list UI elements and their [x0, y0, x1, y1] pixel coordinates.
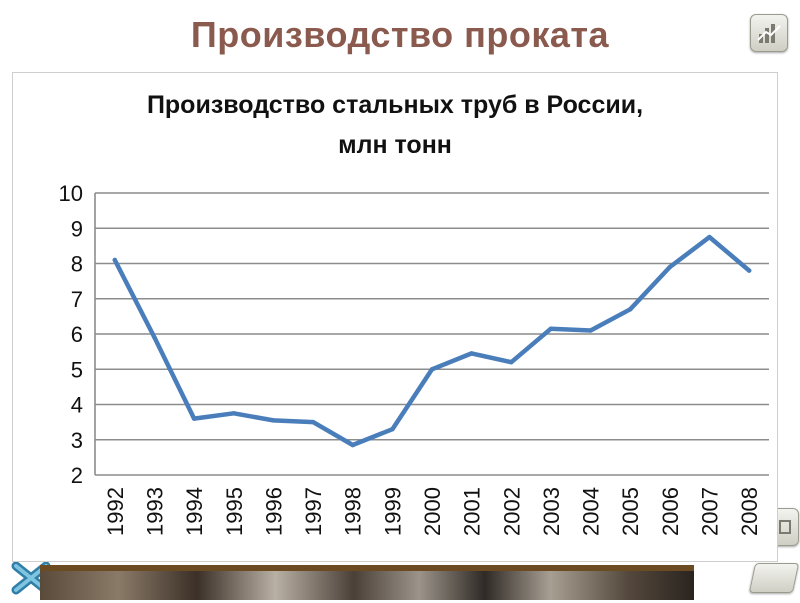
- x-tick-label: 1992: [103, 487, 128, 536]
- data-point: [271, 418, 276, 423]
- series-line: [112, 234, 752, 448]
- y-axis: 2 3 4 5 6 7 8 9 10: [59, 181, 96, 488]
- data-point: [191, 416, 197, 421]
- data-point: [429, 367, 435, 372]
- y-tick-label: 7: [71, 287, 83, 312]
- chart-panel: Производство стальных труб в России, млн…: [12, 72, 778, 562]
- x-tick-label: 2004: [579, 487, 604, 536]
- y-tick-label: 2: [71, 463, 83, 488]
- data-point: [152, 335, 157, 340]
- x-tick-label: 1998: [341, 487, 366, 536]
- x-tick-label: 2001: [460, 487, 485, 536]
- data-point: [628, 307, 633, 312]
- data-point: [310, 419, 316, 425]
- x-tick-label: 2005: [618, 487, 643, 536]
- data-point: [667, 264, 673, 270]
- chart-home-icon[interactable]: [750, 14, 788, 52]
- x-axis: 1992 1993 1994 1995 1996 1997 1998 1999 2000 2001…: [103, 487, 762, 536]
- x-tick-label: 1993: [142, 487, 167, 536]
- data-point: [469, 351, 474, 356]
- y-tick-label: 8: [71, 252, 83, 277]
- data-point: [231, 411, 236, 416]
- x-tick-label: 1999: [380, 487, 405, 536]
- data-point: [707, 234, 712, 240]
- data-point: [588, 328, 593, 333]
- data-point: [390, 426, 395, 432]
- decorative-photo-strip: [40, 565, 694, 600]
- chart-title-line1: Производство стальных труб в России,: [147, 91, 643, 119]
- y-tick-label: 3: [71, 428, 83, 453]
- chart-series: [112, 234, 752, 448]
- x-tick-label: 2003: [539, 487, 564, 536]
- y-tick-label: 5: [71, 357, 83, 382]
- x-tick-label: 2002: [499, 487, 524, 536]
- data-point: [350, 442, 355, 448]
- data-point: [548, 326, 554, 331]
- data-point: [112, 257, 118, 263]
- x-tick-label: 1997: [301, 487, 326, 536]
- x-tick-label: 2000: [420, 487, 445, 536]
- data-point: [509, 360, 514, 365]
- x-tick-label: 2006: [658, 487, 683, 536]
- x-tick-label: 1995: [222, 487, 247, 536]
- x-tick-label: 1994: [182, 487, 207, 536]
- line-chart: Производство стальных труб в России, млн…: [59, 91, 769, 536]
- data-point: [746, 268, 752, 273]
- y-tick-label: 6: [71, 322, 83, 347]
- chart-title-line2: млн тонн: [338, 131, 452, 159]
- x-tick-label: 2007: [698, 487, 723, 536]
- y-tick-label: 4: [71, 393, 83, 418]
- x-tick-label: 2008: [737, 487, 762, 536]
- x-tick-label: 1996: [261, 487, 286, 536]
- slide-title: Производство проката: [190, 14, 610, 55]
- chart-grid: [95, 192, 769, 476]
- y-tick-label: 10: [59, 181, 83, 206]
- next-arrow-icon[interactable]: [748, 563, 800, 593]
- y-tick-label: 9: [71, 216, 83, 241]
